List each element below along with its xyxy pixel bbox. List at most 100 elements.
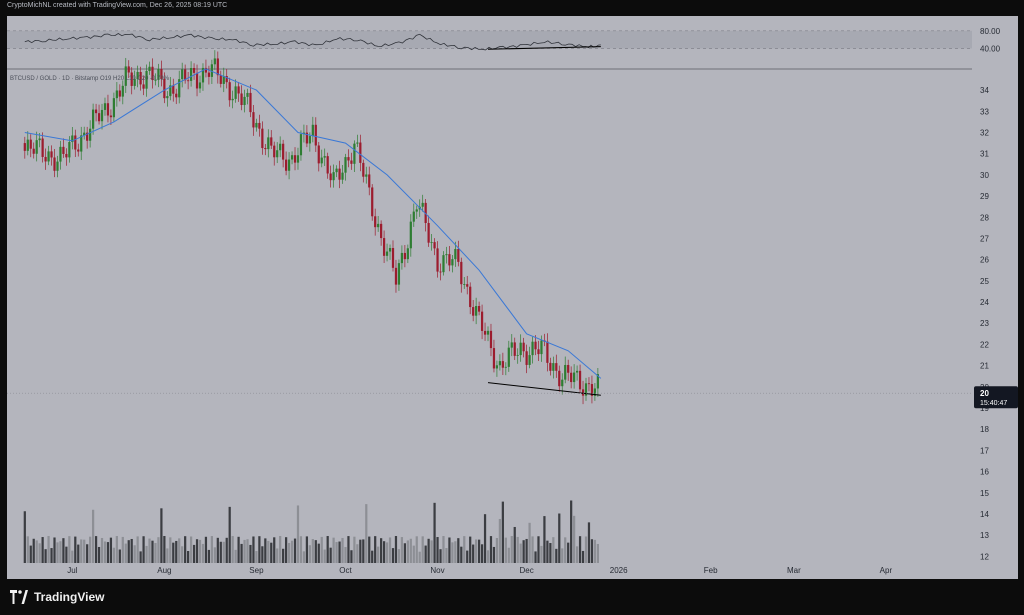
price-axis[interactable]: 12 13 14 15 16 17 18 19 20 21 22 23 24 25 26 27 28 29 30 31…: [972, 16, 1018, 579]
candle-body: [341, 172, 344, 180]
volume-bar: [546, 540, 549, 563]
volume-bar: [106, 542, 110, 563]
candle: [415, 205, 418, 219]
candle-body: [187, 80, 190, 82]
candle: [317, 141, 320, 172]
time-axis[interactable]: Jul Aug Sep Oct Nov Dec 2026 Feb Mar Apr: [67, 566, 892, 575]
volume-bar: [480, 544, 484, 563]
candle: [448, 245, 451, 272]
candle: [133, 70, 136, 90]
candle: [463, 277, 466, 289]
volume-bar: [77, 544, 80, 563]
volume-bar: [451, 542, 454, 563]
volume-bar: [290, 540, 294, 563]
candle-body: [329, 173, 332, 181]
candle-body: [522, 342, 525, 352]
volume-bar: [368, 536, 371, 563]
volume-bar: [525, 538, 528, 563]
volume-bar: [534, 551, 537, 563]
volume-bar: [29, 545, 32, 563]
candle: [344, 153, 347, 181]
volume-bar: [403, 543, 406, 563]
candle-body: [578, 370, 582, 390]
candle-body: [181, 69, 184, 80]
candle-body: [442, 255, 445, 273]
volume-bar: [267, 540, 270, 563]
candle-body: [323, 156, 326, 158]
candle-body: [332, 172, 335, 181]
volume-bar: [492, 546, 496, 563]
volume-bar: [56, 542, 59, 563]
candle-body: [127, 66, 130, 73]
candle-body: [335, 168, 338, 173]
volume-bar: [234, 549, 237, 563]
candle-body: [201, 67, 205, 83]
volume-bar: [374, 536, 377, 563]
candle: [495, 360, 499, 377]
candle: [44, 148, 47, 170]
candle-body: [296, 155, 300, 163]
candle-body: [525, 351, 528, 365]
candle-body: [388, 247, 392, 252]
candle: [47, 145, 50, 166]
candle-body: [293, 155, 297, 163]
volume-bar: [302, 551, 306, 563]
candle: [368, 166, 371, 196]
candle-body: [394, 267, 398, 285]
candle: [433, 238, 436, 256]
volume-bar: [252, 536, 255, 563]
candle-body: [415, 209, 418, 212]
time-tick-label: Dec: [519, 566, 533, 575]
candle-body: [71, 135, 74, 143]
candle: [403, 244, 406, 268]
candle-body: [540, 340, 543, 355]
candle-body: [555, 363, 558, 371]
candle-body: [317, 145, 320, 164]
volume-bar: [486, 550, 490, 563]
candle-body: [564, 364, 567, 380]
candle: [56, 155, 59, 178]
volume-bar: [296, 505, 300, 563]
candle-body: [409, 221, 412, 249]
candle-body: [489, 330, 493, 349]
volume-bar: [237, 536, 240, 563]
candle-body: [299, 134, 303, 156]
candle: [32, 142, 35, 159]
candle: [219, 70, 222, 88]
price-tick-label: 32: [980, 128, 989, 137]
candle: [207, 65, 211, 85]
candle-body: [65, 153, 68, 158]
candle-body: [53, 157, 56, 171]
volume-bar: [472, 544, 475, 563]
volume-bar: [575, 546, 579, 563]
volume-bar: [41, 537, 44, 563]
price-tick-label: 12: [980, 552, 989, 561]
candle: [192, 63, 196, 80]
candle-body: [154, 79, 157, 81]
volume-bar: [255, 551, 258, 563]
rsi-line: [24, 33, 601, 51]
volume-bar: [350, 550, 353, 563]
volume-bar: [344, 547, 347, 563]
candle: [264, 143, 267, 156]
candle: [578, 364, 582, 394]
price-tick-label: 22: [980, 340, 989, 349]
candle-body: [549, 362, 552, 371]
volume-bar: [522, 540, 525, 563]
candle: [335, 165, 338, 178]
candle: [145, 64, 148, 97]
candle: [273, 141, 276, 166]
volume-bar: [264, 538, 267, 563]
volume-bar: [382, 541, 386, 563]
candle-body: [157, 69, 160, 80]
volume-bar: [445, 548, 448, 563]
chart-svg[interactable]: BTCUSD / GOLD · 1D · Bitstamp O19 H20 L1…: [0, 16, 1024, 581]
volume-bar: [38, 543, 41, 563]
candle: [516, 348, 519, 364]
chart-container[interactable]: BTCUSD / GOLD · 1D · Bitstamp O19 H20 L1…: [0, 16, 1024, 581]
candle-body: [243, 96, 246, 106]
volume-bar: [258, 536, 261, 563]
candle: [270, 130, 273, 149]
candle-body: [528, 355, 531, 365]
tradingview-logo[interactable]: TradingView: [10, 590, 104, 604]
